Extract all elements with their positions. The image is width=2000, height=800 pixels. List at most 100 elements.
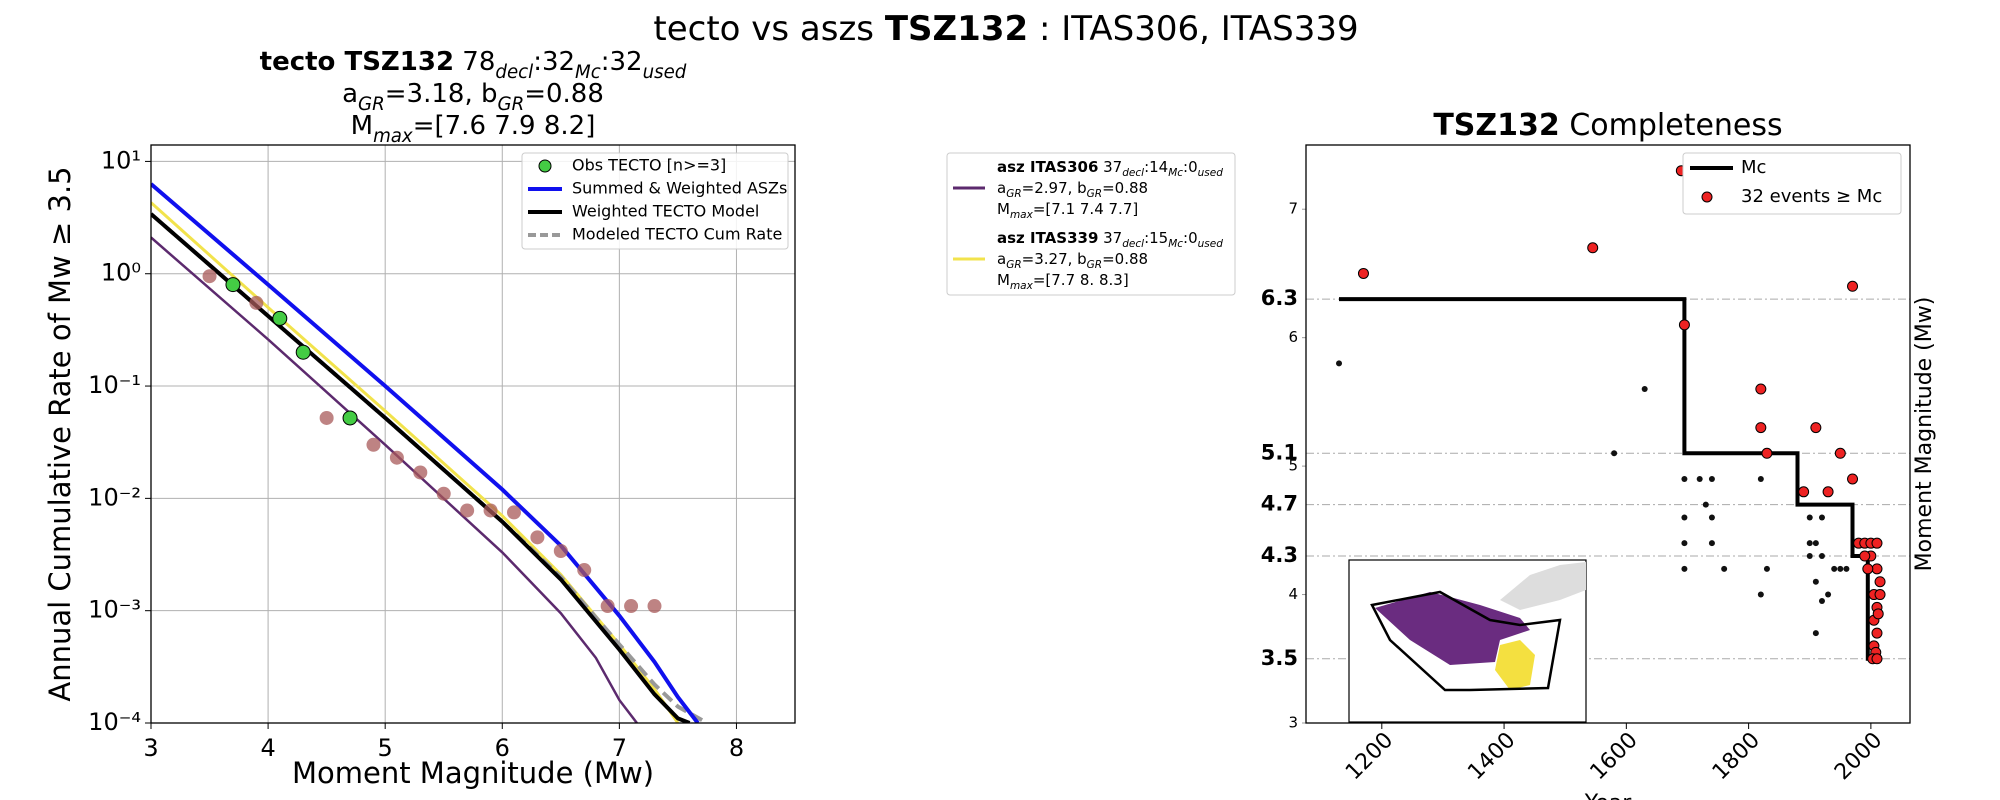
text-segment: tecto vs aszs bbox=[653, 9, 884, 49]
event-point bbox=[1611, 450, 1618, 457]
data-point bbox=[460, 503, 475, 518]
y-tick-label: 10⁰ bbox=[101, 259, 141, 287]
text-segment: used bbox=[643, 62, 687, 83]
event-point bbox=[1871, 537, 1883, 549]
event-point bbox=[1862, 563, 1874, 575]
text-segment: :0 bbox=[1183, 158, 1198, 176]
event-point bbox=[1681, 540, 1688, 547]
event-point bbox=[1871, 653, 1883, 665]
text-segment: =0.88 bbox=[1102, 179, 1148, 197]
axes-frame bbox=[150, 144, 796, 724]
text-segment: decl bbox=[1122, 167, 1144, 179]
text-segment: :14 bbox=[1144, 158, 1168, 176]
text-segment: =3.27, b bbox=[1022, 250, 1087, 268]
event-point bbox=[1641, 386, 1648, 393]
text-segment: :32 bbox=[601, 47, 643, 77]
text-segment: used bbox=[1198, 238, 1224, 250]
series-line bbox=[151, 201, 680, 723]
legend-marker bbox=[1701, 191, 1713, 203]
event-point bbox=[1871, 563, 1883, 575]
subplot-title: tecto TSZ132 78decl:32Mc:32used bbox=[260, 47, 687, 83]
data-point bbox=[647, 599, 662, 614]
x-tick-label: 1600 bbox=[1586, 728, 1643, 785]
x-axis-label: Moment Magnitude (Mw) bbox=[292, 756, 654, 790]
text-segment: used bbox=[1198, 167, 1224, 179]
x-tick-label: 5 bbox=[378, 734, 393, 762]
event-point bbox=[1587, 242, 1599, 254]
data-point bbox=[249, 295, 264, 310]
x-axis-label: Year bbox=[1584, 791, 1633, 800]
legend-box bbox=[521, 152, 789, 250]
event-point bbox=[1681, 475, 1688, 482]
data-point bbox=[624, 599, 639, 614]
text-segment: =[7.6 7.9 8.2] bbox=[413, 111, 596, 141]
y-tick-label: 6 bbox=[1288, 328, 1298, 346]
text-segment: =0.88 bbox=[524, 79, 604, 109]
text-segment: max bbox=[373, 126, 413, 147]
event-point bbox=[1812, 578, 1819, 585]
mc-tick-label: 6.3 bbox=[1261, 286, 1298, 310]
event-point bbox=[1798, 486, 1810, 498]
event-point bbox=[1818, 514, 1825, 521]
event-point bbox=[1806, 514, 1813, 521]
event-point bbox=[1806, 540, 1813, 547]
legend-label: asz ITAS306 37decl:14Mc:0used bbox=[997, 158, 1223, 180]
text-segment: M bbox=[997, 271, 1010, 289]
mc-tick-label: 5.1 bbox=[1261, 440, 1298, 464]
x-tick-label: 1400 bbox=[1463, 728, 1520, 785]
data-point bbox=[530, 530, 545, 545]
text-segment: GR bbox=[1006, 259, 1021, 271]
text-segment: max bbox=[1010, 280, 1034, 292]
text-segment: Mc bbox=[1168, 167, 1183, 179]
text-segment: 78 bbox=[454, 47, 495, 77]
figure-title: tecto vs aszs TSZ132 : ITAS306, ITAS339 bbox=[653, 9, 1358, 49]
event-point bbox=[1806, 553, 1813, 560]
event-point bbox=[1874, 589, 1886, 601]
event-point bbox=[1761, 447, 1773, 459]
text-segment: GR bbox=[358, 94, 385, 115]
text-segment: 37 bbox=[1098, 158, 1122, 176]
text-segment: GR bbox=[1006, 188, 1021, 200]
legend-label: aGR=2.97, bGR=0.88 bbox=[997, 179, 1148, 201]
event-point bbox=[1708, 540, 1715, 547]
event-point bbox=[1812, 540, 1819, 547]
data-point bbox=[389, 450, 404, 465]
text-segment: TSZ132 bbox=[1433, 108, 1559, 143]
mc-tick-label: 4.7 bbox=[1261, 492, 1298, 516]
legend-label: Summed & Weighted ASZs bbox=[572, 179, 787, 198]
inset-map bbox=[1348, 559, 1587, 723]
legend-marker bbox=[538, 159, 552, 173]
x-tick-label: 1800 bbox=[1708, 728, 1765, 785]
mc-tick-label: 3.5 bbox=[1261, 646, 1298, 670]
event-point bbox=[1837, 565, 1844, 572]
axes-frame bbox=[1305, 144, 1911, 724]
x-tick-label: 3 bbox=[143, 734, 158, 762]
mc-tick-label: 4.3 bbox=[1261, 543, 1298, 567]
legend-label: Obs TECTO [n>=3] bbox=[572, 156, 726, 175]
text-segment: M bbox=[997, 200, 1010, 218]
plot-area bbox=[1336, 165, 1886, 665]
legend-label: Weighted TECTO Model bbox=[572, 202, 759, 221]
text-segment: TSZ132 bbox=[885, 9, 1028, 49]
event-point bbox=[1859, 550, 1871, 562]
event-point bbox=[1757, 591, 1764, 598]
legend-label: asz ITAS339 37decl:15Mc:0used bbox=[997, 229, 1223, 251]
event-point bbox=[1871, 627, 1883, 639]
legend-label: Mmax=[7.7 8. 8.3] bbox=[997, 271, 1129, 293]
legend-label: Mmax=[7.1 7.4 7.7] bbox=[997, 200, 1138, 222]
series-line bbox=[151, 236, 638, 723]
data-point bbox=[577, 563, 592, 578]
event-point bbox=[1831, 565, 1838, 572]
x-tick-label: 8 bbox=[729, 734, 744, 762]
subplot-title: TSZ132 Completeness bbox=[1433, 108, 1782, 143]
text-segment: GR bbox=[1087, 188, 1102, 200]
event-point bbox=[1847, 280, 1859, 292]
data-point bbox=[483, 503, 498, 518]
event-point bbox=[1818, 553, 1825, 560]
text-segment: 37 bbox=[1098, 229, 1122, 247]
x-tick-label: 7 bbox=[612, 734, 627, 762]
event-point bbox=[1681, 514, 1688, 521]
legend-label: Mc bbox=[1741, 157, 1766, 178]
data-point bbox=[319, 410, 334, 425]
event-point bbox=[1810, 422, 1822, 434]
